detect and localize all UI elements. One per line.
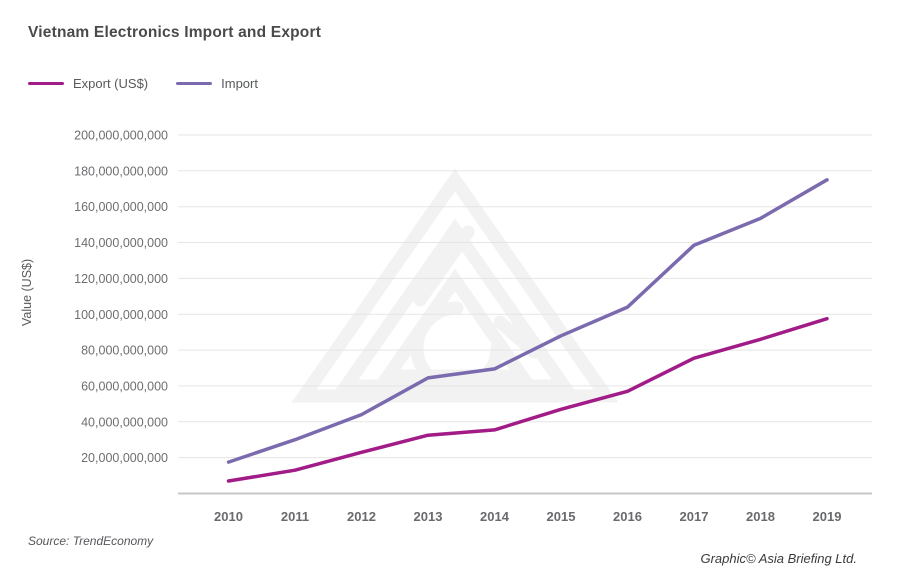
legend: Export (US$) Import <box>28 76 258 91</box>
y-tick-label: 180,000,000,000 <box>74 164 168 178</box>
export-line-swatch <box>28 81 64 86</box>
x-tick-label: 2012 <box>347 509 376 524</box>
x-tick-label: 2016 <box>613 509 642 524</box>
gridlines-group <box>178 134 872 495</box>
x-tick-label: 2011 <box>281 509 309 524</box>
x-tick-labels-group: 2010 2011 2012 2013 2014 2015 2016 2017 2018 2019 <box>214 509 841 524</box>
x-tick-label: 2017 <box>680 509 709 524</box>
x-tick-label: 2013 <box>414 509 443 524</box>
x-tick-label: 2010 <box>214 509 243 524</box>
chart-title: Vietnam Electronics Import and Export <box>28 24 322 41</box>
y-tick-label: 40,000,000,000 <box>81 415 168 429</box>
series-line-import <box>226 178 829 464</box>
series-lines-group <box>226 178 829 483</box>
credit-note: Graphic© Asia Briefing Ltd. <box>700 551 857 566</box>
legend-item-export: Export (US$) <box>28 76 148 91</box>
y-tick-label: 120,000,000,000 <box>74 272 168 286</box>
import-line-swatch <box>176 81 213 86</box>
legend-item-import: Import <box>176 76 258 91</box>
y-tick-label: 100,000,000,000 <box>74 308 168 322</box>
x-tick-label: 2019 <box>813 509 842 524</box>
x-tick-label: 2014 <box>480 509 510 524</box>
asia-briefing-watermark-logo <box>291 168 619 403</box>
y-tick-labels-group: 20,000,000,000 40,000,000,000 60,000,000,0… <box>74 129 168 466</box>
y-tick-label: 140,000,000,000 <box>74 236 168 250</box>
y-tick-label: 60,000,000,000 <box>81 379 168 393</box>
y-tick-label: 160,000,000,000 <box>74 200 168 214</box>
series-line-export-us <box>226 316 829 483</box>
source-note: Source: TrendEconomy <box>28 534 154 548</box>
y-tick-label: 20,000,000,000 <box>81 451 168 465</box>
x-tick-label: 2015 <box>547 509 576 524</box>
y-tick-label: 200,000,000,000 <box>74 129 168 143</box>
x-tick-label: 2018 <box>746 509 775 524</box>
y-tick-label: 80,000,000,000 <box>81 344 168 358</box>
legend-label-import: Import <box>221 76 258 91</box>
legend-label-export: Export (US$) <box>73 76 149 91</box>
